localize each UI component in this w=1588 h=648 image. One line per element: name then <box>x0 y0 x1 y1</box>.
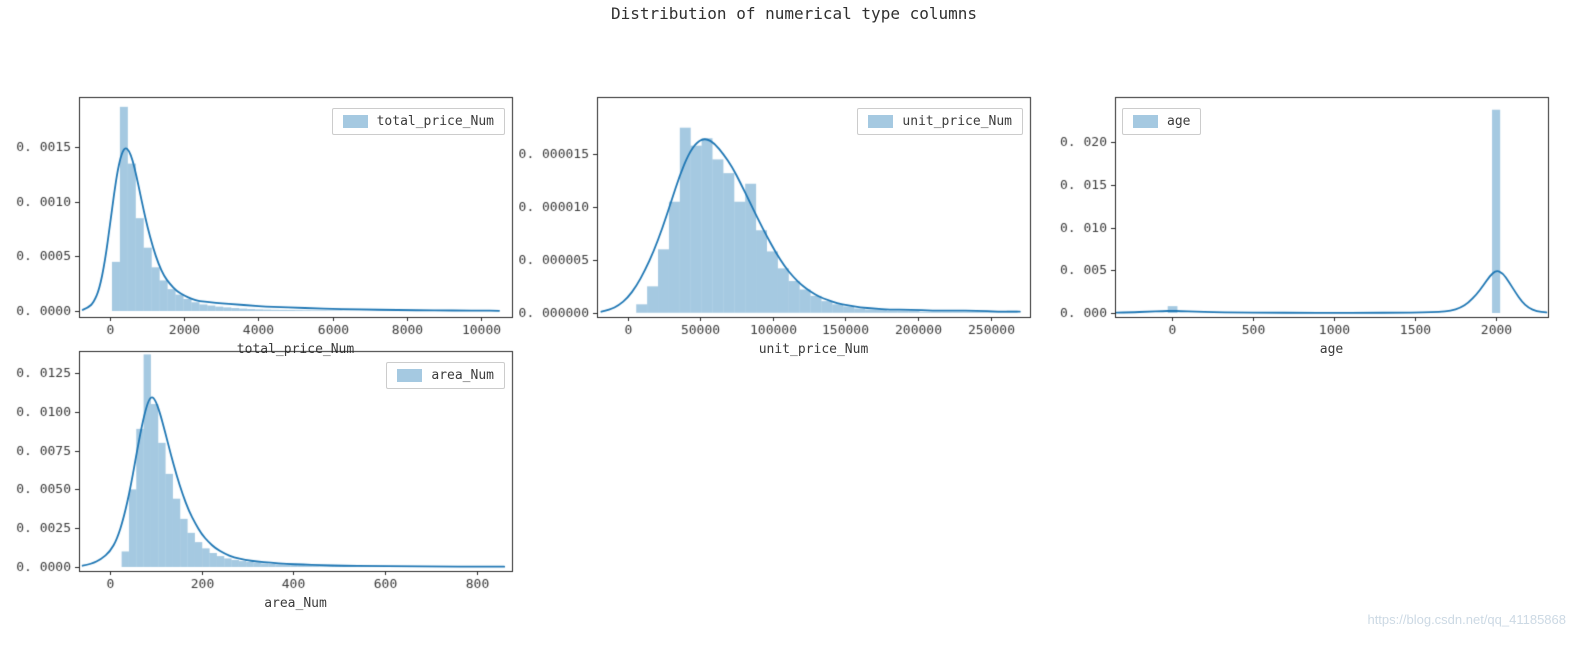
legend-swatch-icon <box>397 369 423 382</box>
x-axis-label-area-num: area_Num <box>264 596 327 611</box>
legend-label: area_Num <box>431 368 494 383</box>
legend-swatch-icon <box>342 115 368 128</box>
legend-age: age <box>1122 108 1202 135</box>
figure-title: Distribution of numerical type columns <box>610 4 978 23</box>
legend-total-price-num: total_price_Num <box>331 108 505 135</box>
legend-label: total_price_Num <box>376 114 494 129</box>
x-axis-label-age: age <box>1319 342 1344 357</box>
subplot-area-num: area_Num area_Num <box>1 343 522 613</box>
legend-area-num: area_Num <box>386 362 505 389</box>
legend-label: unit_price_Num <box>902 114 1012 129</box>
subplot-unit-price-num: unit_price_Num unit_price_Num <box>519 89 1040 359</box>
subplot-total-price-num: total_price_Num total_price_Num <box>1 89 522 359</box>
watermark: https://blog.csdn.net/qq_41185868 <box>1367 612 1566 627</box>
legend-swatch-icon <box>868 115 894 128</box>
legend-unit-price-num: unit_price_Num <box>857 108 1023 135</box>
legend-label: age <box>1167 114 1191 129</box>
age-histogram <box>1037 89 1558 359</box>
x-axis-label-unit-price-num: unit_price_Num <box>758 342 869 357</box>
subplot-age: age age <box>1037 89 1558 359</box>
legend-swatch-icon <box>1133 115 1158 128</box>
